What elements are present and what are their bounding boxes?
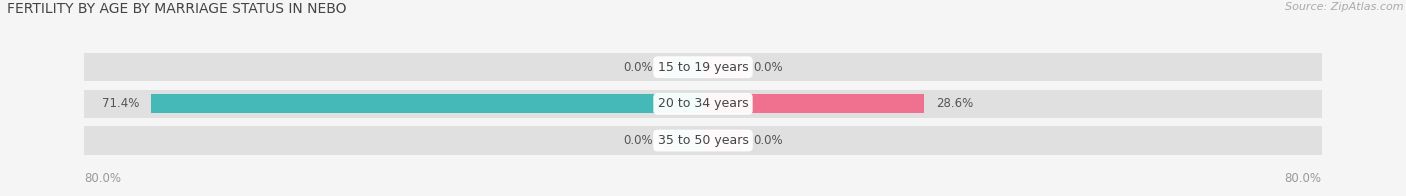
Text: 0.0%: 0.0%	[623, 61, 652, 74]
Text: 0.0%: 0.0%	[623, 134, 652, 147]
Text: 80.0%: 80.0%	[1285, 172, 1322, 185]
Bar	[665, 131, 703, 150]
Text: 0.0%: 0.0%	[754, 134, 783, 147]
Bar	[84, 126, 1322, 155]
Bar	[84, 53, 1322, 81]
Legend: Married, Unmarried: Married, Unmarried	[613, 194, 793, 196]
Text: 80.0%: 80.0%	[84, 172, 121, 185]
Text: 28.6%: 28.6%	[936, 97, 973, 110]
Bar	[703, 131, 742, 150]
Bar	[665, 58, 703, 77]
Text: 0.0%: 0.0%	[754, 61, 783, 74]
Text: 15 to 19 years: 15 to 19 years	[658, 61, 748, 74]
Text: 71.4%: 71.4%	[101, 97, 139, 110]
Bar	[84, 90, 1322, 118]
Bar	[150, 94, 703, 113]
Bar	[703, 94, 924, 113]
Text: Source: ZipAtlas.com: Source: ZipAtlas.com	[1285, 2, 1403, 12]
Bar	[703, 58, 742, 77]
Text: FERTILITY BY AGE BY MARRIAGE STATUS IN NEBO: FERTILITY BY AGE BY MARRIAGE STATUS IN N…	[7, 2, 346, 16]
Text: 20 to 34 years: 20 to 34 years	[658, 97, 748, 110]
Text: 35 to 50 years: 35 to 50 years	[658, 134, 748, 147]
